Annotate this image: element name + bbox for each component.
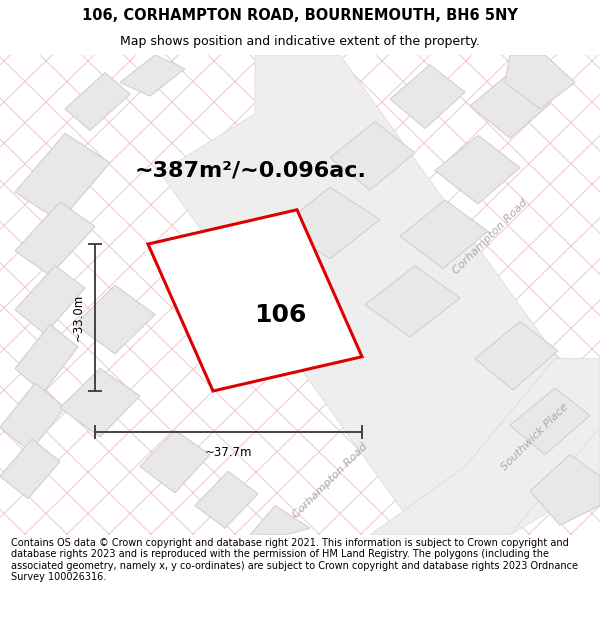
Text: 106, CORHAMPTON ROAD, BOURNEMOUTH, BH6 5NY: 106, CORHAMPTON ROAD, BOURNEMOUTH, BH6 5… — [82, 8, 518, 23]
Polygon shape — [530, 454, 600, 525]
Polygon shape — [400, 200, 488, 269]
Polygon shape — [470, 72, 550, 138]
Text: Contains OS data © Crown copyright and database right 2021. This information is : Contains OS data © Crown copyright and d… — [11, 538, 578, 582]
Polygon shape — [370, 359, 600, 535]
Polygon shape — [435, 136, 520, 204]
Polygon shape — [15, 202, 95, 276]
Polygon shape — [15, 133, 110, 221]
Polygon shape — [148, 210, 362, 391]
Text: ~387m²/~0.096ac.: ~387m²/~0.096ac. — [135, 161, 367, 181]
Polygon shape — [0, 439, 60, 499]
Polygon shape — [140, 430, 210, 493]
Polygon shape — [160, 55, 600, 535]
Polygon shape — [0, 383, 65, 452]
Text: ~33.0m: ~33.0m — [72, 294, 85, 341]
Polygon shape — [475, 321, 558, 390]
Text: 106: 106 — [254, 303, 306, 327]
Polygon shape — [330, 122, 415, 190]
Polygon shape — [15, 266, 85, 334]
Text: Map shows position and indicative extent of the property.: Map shows position and indicative extent… — [120, 35, 480, 48]
Polygon shape — [390, 65, 465, 129]
Text: ~37.7m: ~37.7m — [205, 446, 252, 459]
Polygon shape — [75, 285, 155, 354]
Polygon shape — [120, 55, 185, 96]
Polygon shape — [250, 506, 310, 535]
Text: Corhampton Road: Corhampton Road — [291, 442, 369, 521]
Text: Southwick Place: Southwick Place — [500, 401, 571, 472]
Polygon shape — [60, 369, 140, 437]
Polygon shape — [65, 72, 130, 131]
Polygon shape — [280, 188, 380, 259]
Polygon shape — [365, 266, 460, 337]
Polygon shape — [510, 388, 590, 454]
Polygon shape — [505, 55, 575, 109]
Polygon shape — [15, 324, 78, 393]
Text: Corhampton Road: Corhampton Road — [451, 197, 529, 276]
Polygon shape — [195, 471, 258, 528]
